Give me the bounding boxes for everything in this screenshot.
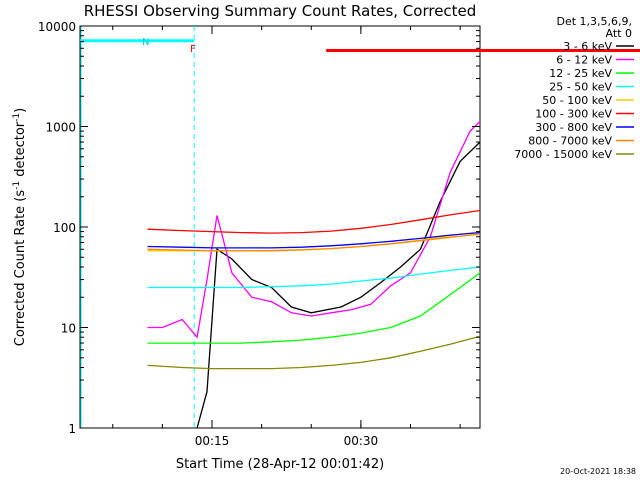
series-line-3 (147, 266, 480, 289)
series-line-7 (147, 233, 480, 252)
legend-header-line-1: Det 1,3,5,6,9, (556, 15, 632, 28)
y-tick-label: 1 (68, 422, 76, 436)
y-tick-label: 10000 (38, 20, 76, 34)
series-line-8 (147, 335, 480, 370)
flare-label: F (190, 44, 196, 55)
legend-label-8: 7000 - 15000 keV (514, 148, 612, 161)
series-lines (147, 120, 480, 428)
legend-label-1: 6 - 12 keV (556, 54, 612, 67)
y-tick-label: 1000 (45, 121, 76, 135)
series-line-5 (147, 209, 480, 234)
series-line-1 (147, 120, 480, 339)
x-tick-label: 00:15 (195, 434, 230, 448)
x-tick-label: 00:30 (344, 434, 379, 448)
footer-date: 20-Oct-2021 18:38 (560, 467, 636, 476)
series-line-0 (196, 141, 480, 428)
chart-title: RHESSI Observing Summary Count Rates, Co… (84, 2, 477, 20)
y-tick-label: 10 (61, 322, 76, 336)
legend-label-0: 3 - 6 keV (563, 40, 612, 53)
legend-label-4: 50 - 100 keV (542, 94, 612, 107)
series-line-6 (147, 231, 480, 249)
x-axis-label: Start Time (28-Apr-12 00:01:42) (176, 457, 384, 472)
legend-label-2: 12 - 25 keV (549, 67, 612, 80)
axis-ticks: 00:15 00:30 1 10 100 1000 10000 (38, 20, 480, 448)
legend-label-5: 100 - 300 keV (535, 108, 612, 121)
legend-label-3: 25 - 50 keV (549, 81, 612, 94)
legend-header-line-2: Att 0 (606, 27, 632, 40)
night-label: N (142, 37, 149, 48)
legend-label-7: 800 - 7000 keV (528, 135, 612, 148)
y-tick-label: 100 (53, 221, 76, 235)
legend-label-6: 300 - 800 keV (535, 121, 612, 134)
y-axis-label: Corrected Count Rate (s-1 detector-1) (12, 108, 28, 346)
series-line-2 (147, 271, 480, 344)
